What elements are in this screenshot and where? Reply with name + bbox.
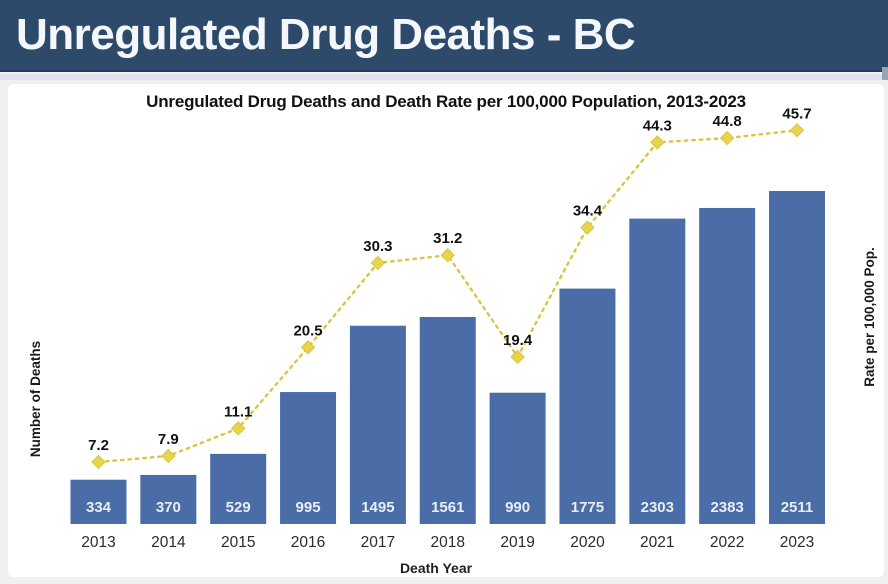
app-header: Unregulated Drug Deaths - BC bbox=[0, 0, 888, 72]
scrollbar-thumb[interactable] bbox=[882, 67, 888, 80]
page-title: Unregulated Drug Deaths - BC bbox=[16, 10, 636, 59]
x-axis-title: Death Year bbox=[399, 560, 473, 576]
header-accent-strip bbox=[0, 74, 888, 80]
chart-panel: Unregulated Drug Deaths and Death Rate p… bbox=[8, 84, 884, 577]
y-axis-right-title: Rate per 100,000 Pop. bbox=[862, 247, 877, 387]
y-axis-left-title: Number of Deaths bbox=[28, 340, 43, 458]
chart-title: Unregulated Drug Deaths and Death Rate p… bbox=[146, 92, 746, 111]
